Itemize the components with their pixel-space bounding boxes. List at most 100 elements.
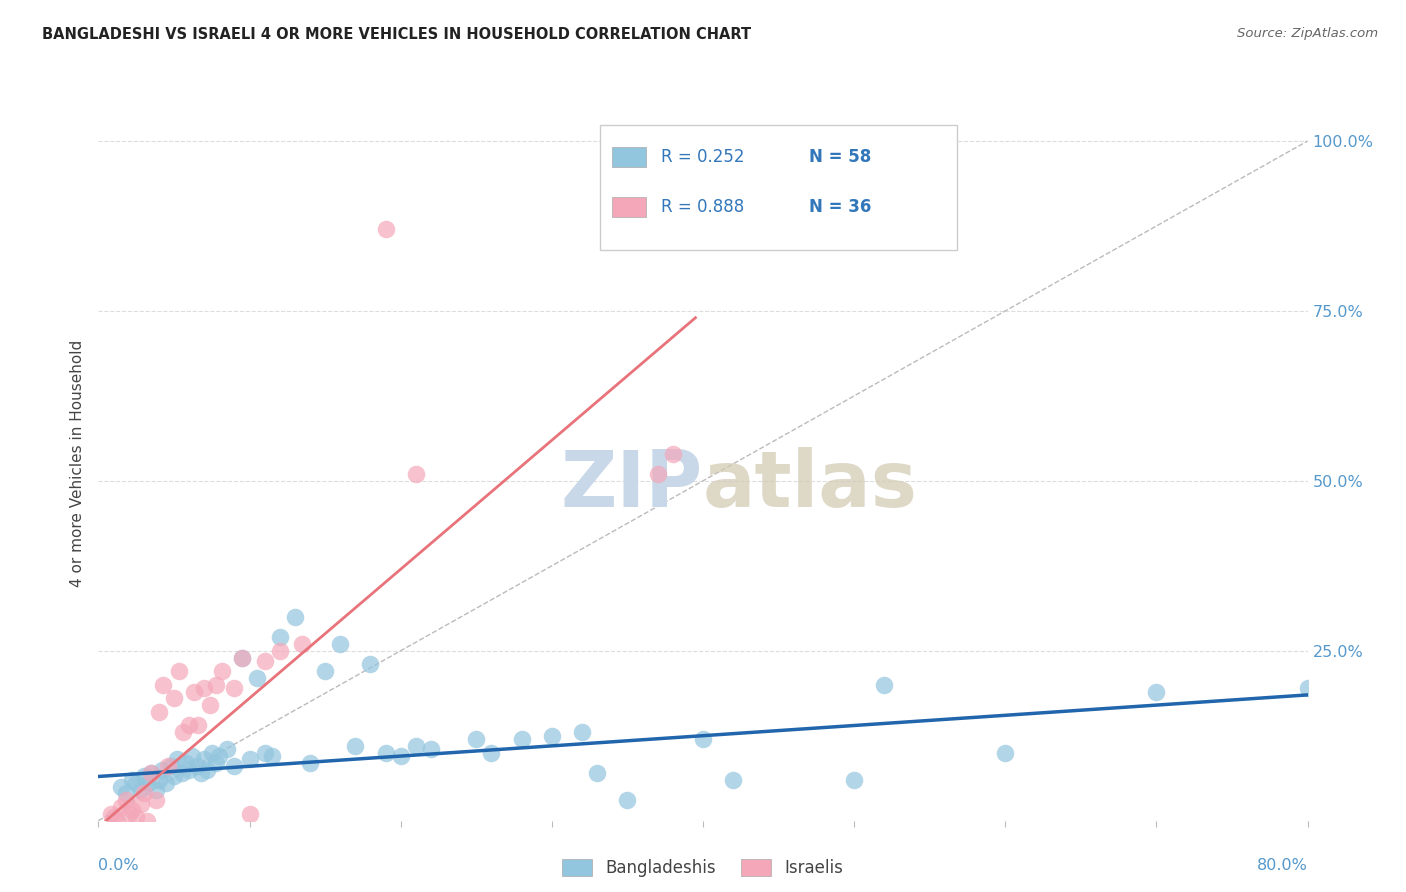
Point: [135, 814, 157, 828]
Text: Source: ZipAtlas.com: Source: ZipAtlas.com: [1237, 27, 1378, 40]
Point: [145, 783, 167, 797]
Point: [114, 793, 136, 807]
Point: [156, 759, 179, 773]
Point: [224, 759, 246, 773]
Point: [314, 664, 336, 678]
Point: [262, 749, 284, 764]
Point: [152, 678, 174, 692]
Point: [183, 684, 205, 698]
FancyBboxPatch shape: [613, 197, 647, 217]
Point: [100, 806, 122, 821]
Point: [145, 793, 167, 807]
Point: [129, 783, 152, 797]
Point: [148, 772, 170, 787]
Point: [1144, 684, 1167, 698]
Point: [616, 793, 638, 807]
Point: [1296, 681, 1319, 695]
Point: [291, 637, 314, 651]
Text: R = 0.888: R = 0.888: [661, 198, 744, 216]
Point: [118, 806, 141, 821]
Point: [179, 763, 201, 777]
Text: atlas: atlas: [703, 447, 918, 524]
Point: [405, 467, 427, 481]
Text: N = 58: N = 58: [810, 148, 872, 166]
Point: [211, 664, 233, 678]
Point: [284, 609, 307, 624]
Point: [166, 752, 188, 766]
Point: [110, 780, 132, 794]
Point: [172, 725, 194, 739]
Point: [420, 742, 443, 756]
Point: [125, 810, 148, 824]
Point: [215, 742, 238, 756]
Point: [662, 447, 685, 461]
FancyBboxPatch shape: [600, 125, 957, 250]
Text: 80.0%: 80.0%: [1257, 858, 1308, 873]
Point: [187, 718, 209, 732]
Point: [129, 797, 152, 811]
Point: [132, 787, 155, 801]
Point: [174, 756, 197, 770]
Point: [121, 804, 143, 818]
Point: [160, 759, 183, 773]
Point: [239, 806, 262, 821]
Point: [269, 630, 291, 644]
Point: [193, 752, 215, 766]
Point: [344, 739, 367, 753]
Point: [105, 814, 128, 828]
Point: [179, 718, 201, 732]
Point: [132, 769, 155, 783]
Point: [510, 732, 533, 747]
Point: [844, 772, 866, 787]
Point: [481, 746, 503, 760]
Point: [205, 756, 228, 770]
Point: [186, 759, 208, 773]
Point: [586, 766, 609, 780]
Point: [246, 671, 269, 685]
Point: [114, 787, 136, 801]
Point: [136, 776, 159, 790]
Point: [224, 681, 246, 695]
Point: [200, 698, 222, 712]
Point: [103, 810, 125, 824]
Point: [170, 766, 193, 780]
Point: [150, 763, 173, 777]
Text: R = 0.252: R = 0.252: [661, 148, 744, 166]
Y-axis label: 4 or more Vehicles in Household: 4 or more Vehicles in Household: [70, 340, 86, 588]
FancyBboxPatch shape: [613, 147, 647, 167]
Point: [405, 739, 427, 753]
Point: [167, 664, 190, 678]
Point: [190, 766, 212, 780]
Point: [141, 766, 163, 780]
Legend: Bangladeshis, Israelis: Bangladeshis, Israelis: [555, 852, 851, 884]
Point: [155, 776, 177, 790]
Point: [329, 637, 352, 651]
Point: [723, 772, 745, 787]
Point: [253, 746, 276, 760]
Point: [163, 769, 186, 783]
Point: [360, 657, 382, 672]
Point: [692, 732, 714, 747]
Point: [231, 650, 253, 665]
Point: [193, 681, 215, 695]
Point: [205, 678, 228, 692]
Point: [269, 644, 291, 658]
Point: [181, 749, 204, 764]
Point: [994, 746, 1017, 760]
Point: [374, 222, 396, 236]
Point: [208, 749, 231, 764]
Point: [540, 729, 562, 743]
Point: [141, 766, 163, 780]
Point: [465, 732, 488, 747]
Point: [374, 746, 396, 760]
Point: [195, 763, 218, 777]
Point: [253, 654, 276, 668]
Point: [231, 650, 253, 665]
Point: [389, 749, 412, 764]
Text: ZIP: ZIP: [561, 447, 703, 524]
Point: [647, 467, 669, 481]
Point: [571, 725, 593, 739]
Text: 0.0%: 0.0%: [98, 858, 139, 873]
Point: [239, 752, 262, 766]
Point: [201, 746, 224, 760]
